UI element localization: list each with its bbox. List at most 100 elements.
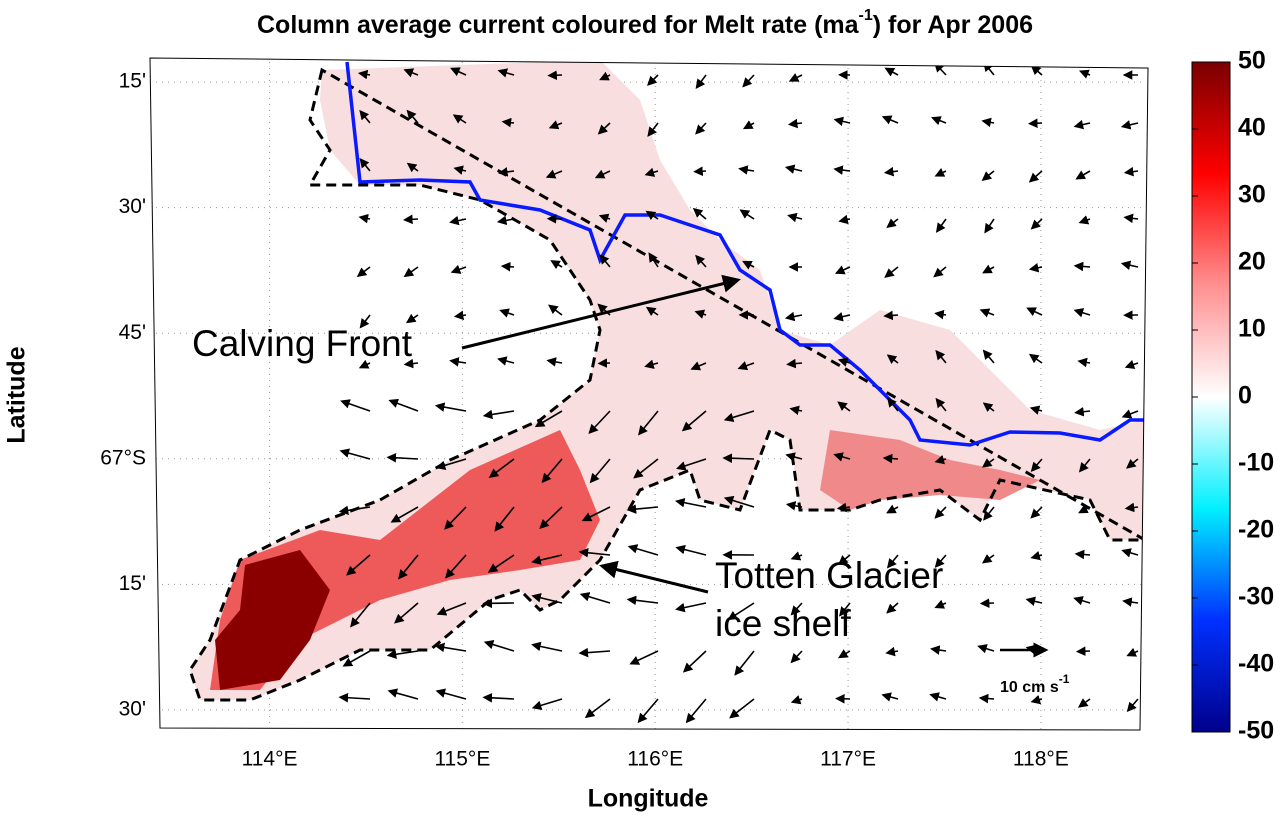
map-area (150, 60, 1145, 730)
colorbar-tick-label: -50 (1238, 717, 1274, 745)
current-arrow (886, 68, 898, 75)
current-arrow (340, 697, 370, 699)
x-axis-label: Longitude (588, 785, 709, 813)
annotation-arrow (602, 566, 708, 592)
current-arrow (935, 63, 946, 75)
current-arrow (1128, 651, 1138, 655)
current-arrow (390, 401, 418, 411)
current-arrow (884, 458, 898, 459)
current-arrow (405, 267, 418, 276)
current-arrow (533, 699, 562, 708)
current-arrow (786, 315, 802, 318)
current-arrow (677, 501, 706, 507)
y-tick-label: 67°S (100, 446, 146, 469)
current-arrow (888, 219, 898, 227)
current-arrow (789, 216, 802, 219)
current-arrow (1124, 601, 1138, 603)
title: Column average current coloured for Melt… (257, 7, 1033, 38)
current-arrow (533, 645, 562, 651)
current-arrow (840, 219, 850, 221)
current-arrow (631, 651, 658, 664)
x-tick-label: 115°E (434, 748, 490, 771)
current-arrow (1032, 699, 1042, 702)
current-arrow (887, 507, 898, 513)
current-arrow (436, 646, 466, 651)
current-arrow (549, 75, 562, 76)
current-arrow (934, 267, 946, 276)
current-arrow (741, 210, 754, 219)
current-arrow (743, 75, 754, 86)
current-arrow (984, 351, 994, 363)
current-arrow (1032, 66, 1042, 75)
colorbar-tick-label: -30 (1238, 583, 1274, 611)
current-arrow (499, 359, 514, 363)
current-arrow (552, 261, 562, 267)
current-arrow (1077, 171, 1090, 179)
current-arrow (629, 547, 658, 555)
y-tick-label: 30' (119, 195, 146, 218)
current-arrow (407, 315, 418, 322)
current-arrow (389, 691, 418, 699)
current-arrow (885, 315, 898, 316)
current-arrow (984, 267, 994, 273)
colorbar-tick-label: -10 (1238, 449, 1274, 477)
current-arrow (1079, 361, 1090, 363)
current-arrow (936, 507, 946, 518)
current-arrow (436, 406, 466, 411)
current-arrow (1030, 267, 1042, 269)
current-arrow (455, 315, 466, 316)
current-arrow (388, 457, 418, 459)
current-arrow (1080, 219, 1090, 222)
title-text: Column average current coloured for Melt… (257, 11, 860, 39)
current-arrow (724, 458, 754, 459)
current-arrow (1032, 555, 1042, 558)
current-arrow (1028, 308, 1042, 315)
current-arrow (937, 219, 946, 232)
scale-text: 10 cm s (1000, 679, 1059, 696)
title-suffix: ) for Apr 2006 (873, 11, 1033, 39)
current-arrow (983, 171, 994, 180)
current-arrow (451, 361, 466, 363)
current-arrow (484, 411, 514, 416)
current-arrow (648, 75, 658, 85)
x-tick-label: 117°E (820, 748, 876, 771)
x-tick-label: 118°E (1013, 748, 1069, 771)
y-tick-label: 15' (119, 70, 146, 93)
current-arrow (835, 315, 850, 318)
current-arrow (936, 313, 946, 315)
current-arrow (984, 63, 994, 75)
current-arrow (983, 121, 994, 123)
current-arrow (835, 120, 850, 123)
current-arrow (792, 699, 802, 702)
current-arrow (1075, 598, 1090, 603)
current-arrow (358, 267, 370, 276)
current-arrow (1075, 266, 1090, 267)
current-arrow (451, 219, 466, 222)
current-arrow (628, 507, 658, 510)
current-arrow (687, 699, 706, 722)
current-arrow (360, 217, 370, 219)
current-arrow (981, 310, 994, 315)
current-arrow (744, 123, 754, 128)
current-arrow (1030, 123, 1042, 124)
current-arrow (886, 171, 898, 173)
y-tick-label: 30' (119, 697, 146, 720)
annotation: Calving Front (192, 323, 413, 364)
y-tick-label: 45' (119, 321, 146, 344)
colorbar-tick-label: 50 (1238, 47, 1266, 75)
current-arrow (341, 451, 370, 459)
current-arrow (586, 699, 610, 717)
current-arrow (452, 267, 466, 272)
current-arrow (677, 603, 706, 609)
current-arrow (342, 401, 370, 411)
current-arrow (580, 651, 610, 653)
current-arrow (1122, 123, 1138, 127)
current-arrow (628, 599, 658, 603)
current-arrow (786, 167, 802, 171)
colorbar-tick-label: 0 (1238, 382, 1252, 410)
current-arrow (677, 548, 706, 555)
current-arrow (887, 603, 898, 613)
current-arrow (484, 697, 514, 699)
current-arrow (1123, 411, 1138, 417)
annotation: ice shelf (715, 603, 851, 644)
